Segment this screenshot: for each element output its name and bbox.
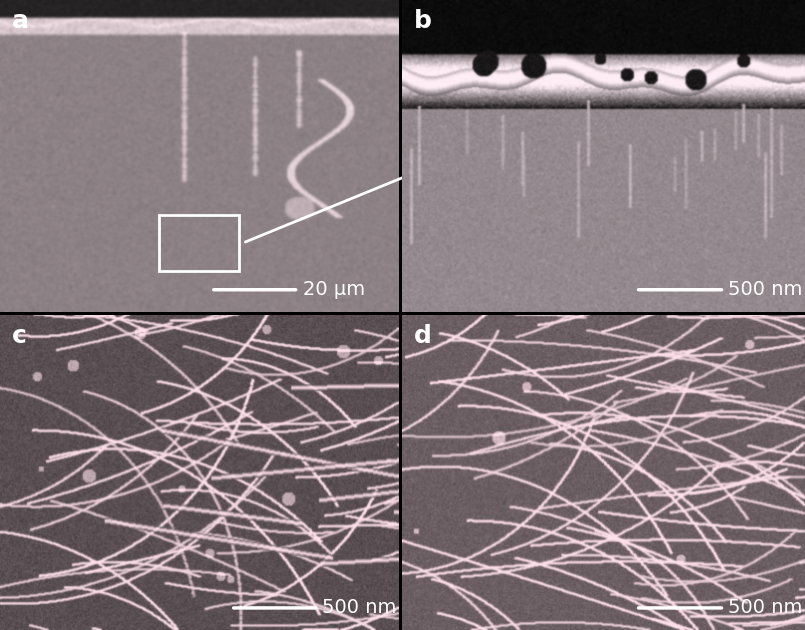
Text: 500 nm: 500 nm [729,598,803,617]
Text: a: a [12,9,29,33]
Text: b: b [415,9,432,33]
Text: 500 nm: 500 nm [729,280,803,299]
Text: 20 μm: 20 μm [303,280,365,299]
Text: c: c [12,324,27,348]
Text: d: d [415,324,432,348]
Text: 500 nm: 500 nm [323,598,397,617]
Bar [159,215,239,271]
